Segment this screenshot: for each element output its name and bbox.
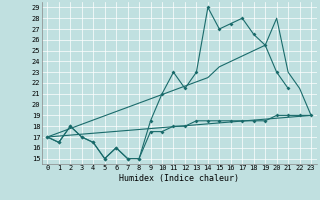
X-axis label: Humidex (Indice chaleur): Humidex (Indice chaleur) — [119, 174, 239, 183]
